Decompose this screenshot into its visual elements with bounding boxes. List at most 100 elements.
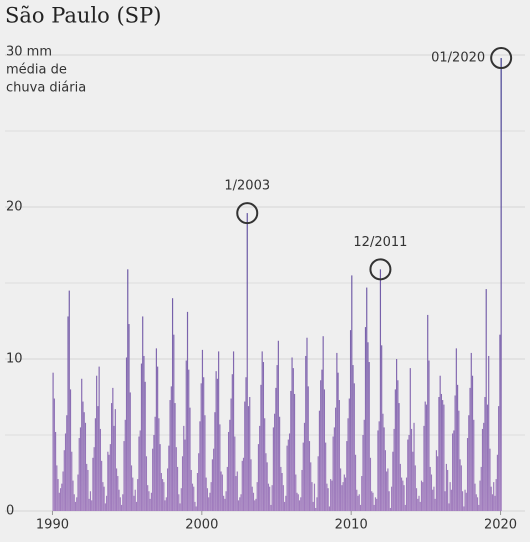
bar: [210, 482, 212, 511]
bar: [275, 387, 277, 511]
bar: [382, 413, 384, 511]
bar: [154, 416, 156, 511]
bar: [318, 410, 321, 511]
bar: [425, 404, 428, 511]
y-tick-label: 10: [6, 352, 23, 367]
bar: [463, 506, 465, 511]
bar: [261, 351, 263, 511]
bar: [165, 497, 167, 511]
bar: [219, 424, 221, 511]
bar: [94, 418, 96, 511]
bar: [225, 491, 227, 511]
bar: [337, 372, 339, 511]
bar: [315, 507, 317, 511]
bar: [433, 486, 435, 511]
bar: [323, 389, 326, 511]
bar: [267, 483, 270, 511]
bar: [442, 400, 444, 511]
bar: [87, 469, 89, 511]
bar: [61, 483, 63, 511]
bar: [135, 501, 138, 511]
bar: [310, 462, 312, 511]
bar: [454, 395, 456, 511]
bar: [63, 450, 65, 511]
bar: [351, 275, 353, 511]
bar: [127, 269, 129, 511]
bar: [118, 489, 120, 511]
bar: [358, 494, 360, 511]
bar: [445, 463, 447, 511]
bar: [198, 453, 200, 511]
bar: [236, 471, 238, 511]
bar: [427, 314, 429, 511]
bar: [308, 441, 311, 511]
bar: [429, 466, 431, 511]
bar: [405, 477, 408, 511]
bar: [209, 492, 211, 511]
bar: [145, 456, 148, 511]
bar: [155, 348, 157, 511]
bar: [296, 492, 298, 511]
bar: [223, 495, 225, 511]
bar: [76, 497, 78, 511]
y-label: média de: [6, 63, 67, 78]
bar: [115, 468, 118, 511]
bar: [266, 462, 268, 511]
bar: [338, 400, 340, 511]
bar: [430, 474, 433, 511]
bar: [149, 498, 151, 511]
bar: [58, 492, 60, 511]
bar: [227, 431, 230, 511]
bar: [301, 469, 303, 511]
bar: [139, 430, 141, 511]
bar: [298, 500, 301, 511]
bar: [183, 425, 185, 511]
bar: [376, 498, 378, 511]
bar: [237, 500, 240, 511]
bar: [383, 427, 385, 511]
bar: [86, 463, 88, 511]
bar: [241, 460, 243, 511]
bar: [53, 398, 55, 511]
bar: [397, 380, 399, 511]
bar: [73, 494, 75, 511]
bar: [250, 459, 252, 511]
bar: [110, 403, 113, 511]
bar: [347, 418, 349, 511]
bar: [231, 374, 233, 511]
bar: [124, 419, 126, 511]
x-tick-label: 2020: [484, 518, 517, 533]
bar: [91, 500, 93, 511]
annotation-circle: [369, 258, 392, 281]
bar: [387, 468, 389, 511]
bar: [343, 474, 345, 511]
bar: [311, 482, 313, 511]
bar: [99, 428, 101, 511]
bar: [103, 486, 105, 511]
bar: [500, 58, 502, 511]
bar: [336, 352, 338, 511]
bar: [59, 488, 62, 511]
annotation-circle: [236, 202, 259, 225]
bar: [215, 371, 217, 511]
bar: [484, 397, 486, 511]
bar: [391, 486, 393, 511]
bar: [108, 454, 110, 511]
bar: [142, 316, 144, 511]
bar: [92, 457, 94, 511]
y-tick-label: 0: [6, 504, 14, 519]
bar: [262, 362, 265, 511]
bar: [367, 342, 369, 511]
bar: [400, 477, 403, 511]
bar: [494, 495, 496, 511]
bar: [437, 456, 439, 511]
bar: [84, 422, 87, 511]
y-tick-label: 30 mm: [6, 45, 52, 60]
bar: [414, 465, 416, 511]
bar: [447, 469, 449, 511]
bar: [68, 290, 70, 511]
bar: [130, 465, 133, 511]
bar: [200, 383, 202, 511]
bar: [438, 397, 440, 511]
bar: [302, 442, 304, 511]
